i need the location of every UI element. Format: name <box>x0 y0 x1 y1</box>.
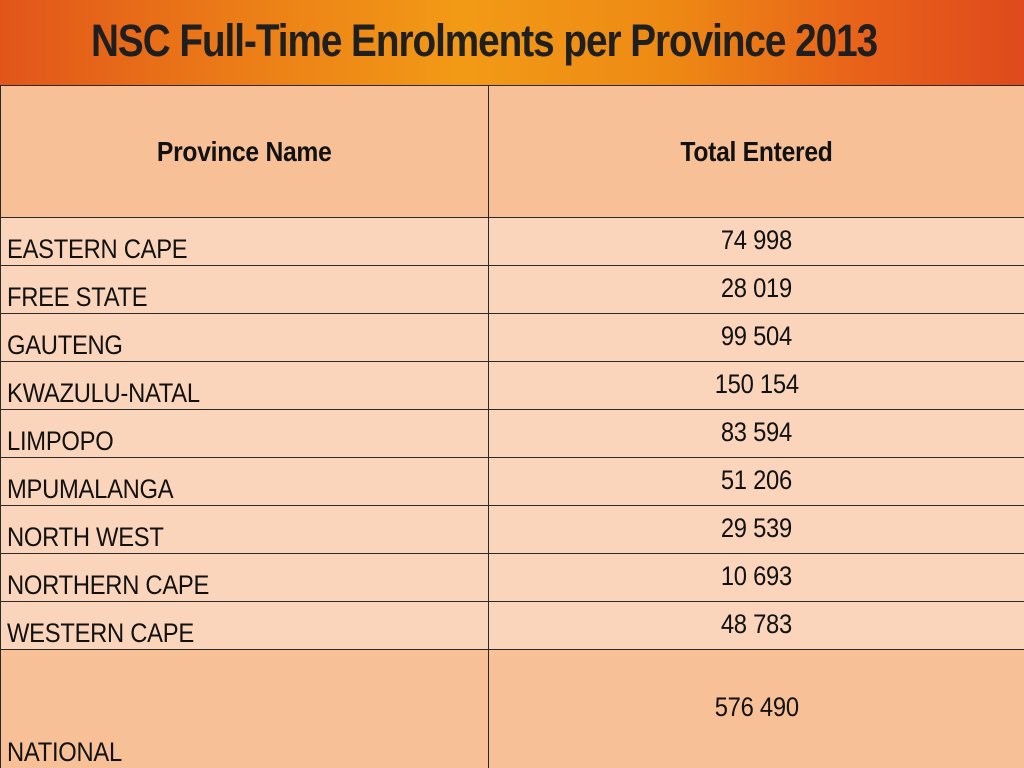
table-row: FREE STATE 28 019 <box>0 265 1024 314</box>
table-row: WESTERN CAPE 48 783 <box>0 601 1024 650</box>
national-label-cell: NATIONAL <box>0 649 489 768</box>
total-entered-cell: 28 019 <box>488 265 1024 314</box>
total-entered-cell: 83 594 <box>488 409 1024 458</box>
province-name-cell: FREE STATE <box>0 265 489 314</box>
total-entered-cell: 48 783 <box>488 601 1024 650</box>
province-name-cell: EASTERN CAPE <box>0 217 489 266</box>
table-row: KWAZULU-NATAL 150 154 <box>0 361 1024 410</box>
table-row: GAUTENG 99 504 <box>0 313 1024 362</box>
national-total-row: NATIONAL 576 490 <box>0 649 1024 768</box>
column-header-total: Total Entered <box>488 85 1024 218</box>
total-entered-cell: 99 504 <box>488 313 1024 362</box>
enrolment-table: Province Name Total Entered EASTERN CAPE… <box>0 85 1024 768</box>
slide-title: NSC Full-Time Enrolments per Province 20… <box>91 15 878 66</box>
province-name-cell: WESTERN CAPE <box>0 601 489 650</box>
total-entered-cell: 29 539 <box>488 505 1024 554</box>
total-entered-cell: 10 693 <box>488 553 1024 602</box>
table-row: NORTHERN CAPE 10 693 <box>0 553 1024 602</box>
province-name-cell: MPUMALANGA <box>0 457 489 506</box>
province-name-cell: NORTHERN CAPE <box>0 553 489 602</box>
national-total-cell: 576 490 <box>488 649 1024 768</box>
table-header-row: Province Name Total Entered <box>0 85 1024 218</box>
total-entered-cell: 51 206 <box>488 457 1024 506</box>
total-entered-cell: 150 154 <box>488 361 1024 410</box>
province-name-cell: NORTH WEST <box>0 505 489 554</box>
column-header-province: Province Name <box>0 85 489 218</box>
title-bar: NSC Full-Time Enrolments per Province 20… <box>0 0 1024 85</box>
table-row: LIMPOPO 83 594 <box>0 409 1024 458</box>
table-row: NORTH WEST 29 539 <box>0 505 1024 554</box>
table-row: MPUMALANGA 51 206 <box>0 457 1024 506</box>
province-name-cell: LIMPOPO <box>0 409 489 458</box>
table-row: EASTERN CAPE 74 998 <box>0 217 1024 266</box>
province-name-cell: KWAZULU-NATAL <box>0 361 489 410</box>
province-name-cell: GAUTENG <box>0 313 489 362</box>
total-entered-cell: 74 998 <box>488 217 1024 266</box>
